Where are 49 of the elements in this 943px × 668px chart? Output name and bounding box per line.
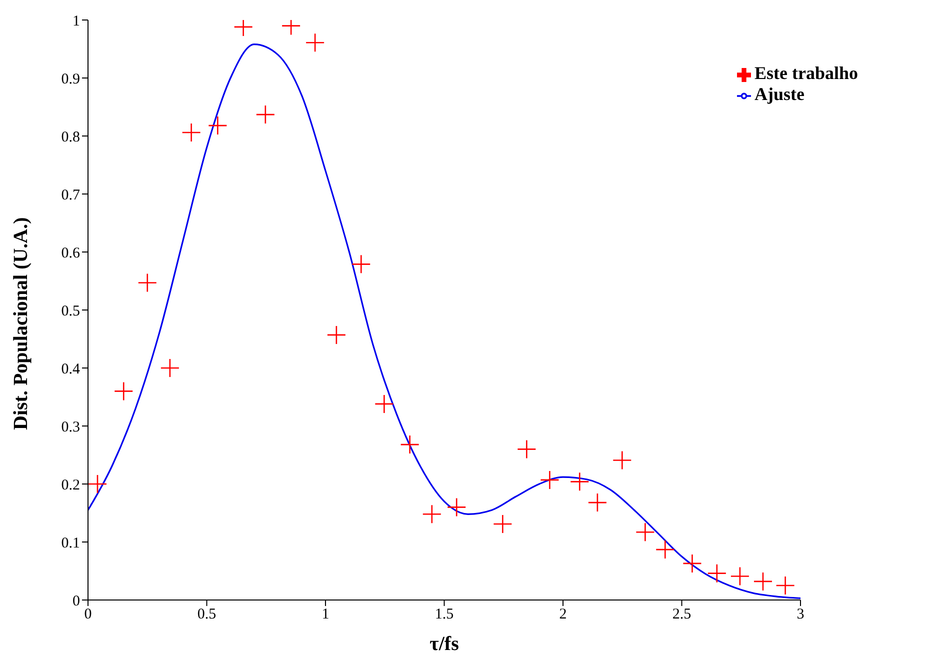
point xyxy=(655,540,675,560)
legend-label: Este trabalho xyxy=(754,63,858,83)
y-tick-label: 0.5 xyxy=(61,303,80,320)
point xyxy=(636,522,655,542)
point xyxy=(540,470,560,490)
point xyxy=(138,273,158,292)
point xyxy=(114,382,134,401)
x-tick-label: 0.5 xyxy=(197,606,216,623)
point xyxy=(707,564,727,583)
point xyxy=(422,504,442,524)
x-axis-title: τ/fs xyxy=(430,633,460,655)
point xyxy=(493,514,512,534)
point xyxy=(753,572,773,592)
x-tick-label: 2.5 xyxy=(672,606,692,623)
point xyxy=(160,358,180,378)
y-tick-label: 0.3 xyxy=(61,419,80,436)
point xyxy=(88,474,108,494)
point xyxy=(400,434,420,454)
y-tick-label: 0.6 xyxy=(61,245,80,262)
point xyxy=(326,325,346,345)
point xyxy=(588,492,608,512)
legend-label: Ajuste xyxy=(754,84,804,104)
y-tick-label: 0.7 xyxy=(61,187,80,204)
point xyxy=(305,32,325,52)
y-tick-label: 1 xyxy=(72,13,80,30)
point xyxy=(256,104,276,124)
point xyxy=(351,254,371,274)
y-tick-label: 0.2 xyxy=(61,477,80,494)
y-tick-label: 0.9 xyxy=(61,71,80,88)
y-tick-label: 0 xyxy=(72,593,80,610)
point xyxy=(446,498,466,517)
point xyxy=(517,440,536,459)
x-tick-label: 2 xyxy=(559,606,567,623)
point xyxy=(612,450,632,470)
point xyxy=(182,122,201,142)
x-tick-label: 3 xyxy=(796,606,804,623)
point xyxy=(682,554,702,574)
x-tick-label: 1 xyxy=(322,606,330,623)
x-tick-label: 1.5 xyxy=(434,606,454,623)
y-tick-label: 0.8 xyxy=(61,129,80,146)
point xyxy=(776,576,795,596)
y-tick-label: 0.1 xyxy=(61,535,80,552)
y-axis-title: Dist. Populacional (U.A.) xyxy=(10,217,32,430)
point xyxy=(374,394,394,414)
x-tick-label: 0 xyxy=(84,606,92,623)
point xyxy=(570,472,590,492)
point xyxy=(730,566,750,586)
point xyxy=(208,116,228,136)
y-tick-label: 0.4 xyxy=(61,361,80,378)
